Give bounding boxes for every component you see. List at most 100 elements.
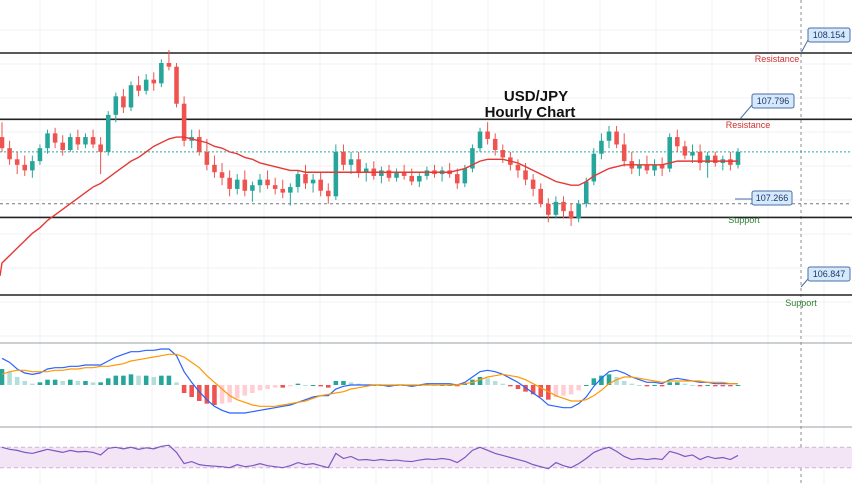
macd-histogram-bar — [204, 385, 210, 404]
macd-histogram-bar — [7, 371, 12, 385]
macd-histogram-bar — [159, 375, 164, 385]
callout-leader — [800, 39, 809, 54]
candle-body — [310, 179, 316, 184]
macd-histogram-bar — [75, 381, 81, 385]
candle-body — [174, 66, 179, 104]
macd-histogram-bar — [682, 383, 688, 385]
candle-body — [250, 185, 255, 191]
candle-body — [22, 164, 28, 171]
macd-histogram-bar — [128, 374, 134, 385]
candle-body — [553, 201, 559, 215]
rsi-band-fill — [0, 447, 852, 468]
candle-body — [401, 172, 407, 176]
candle-body — [386, 170, 392, 178]
macd-histogram-bar — [14, 377, 20, 385]
macd-histogram-bar — [22, 381, 28, 385]
candle-body — [75, 137, 81, 145]
macd-histogram-bar — [318, 385, 323, 387]
macd-histogram-bar — [477, 377, 483, 385]
levels — [0, 52, 852, 296]
macd-histogram-bar — [568, 385, 574, 395]
macd-histogram-bar — [553, 385, 559, 397]
candle-body — [667, 137, 672, 169]
macd-histogram-bar — [348, 382, 354, 385]
macd-histogram-bar — [667, 382, 672, 385]
candle-body — [90, 137, 96, 145]
macd-histogram-bar — [530, 385, 536, 395]
candle-body — [644, 164, 650, 171]
candle-body — [697, 151, 703, 163]
macd-histogram-bar — [515, 385, 521, 389]
macd-histogram-bar — [234, 385, 240, 399]
candle-body — [394, 172, 399, 178]
macd-histogram-bar — [136, 375, 141, 385]
price-callout-label: 106.847 — [813, 269, 846, 279]
macd-histogram-bar — [409, 385, 415, 387]
macd-histogram-bar — [728, 385, 733, 387]
support-label: Support — [728, 215, 760, 225]
candle-body — [682, 146, 688, 156]
macd-histogram-bar — [614, 377, 619, 385]
macd-histogram-bar — [121, 375, 126, 385]
candle-body — [219, 172, 225, 178]
candle-body — [712, 155, 718, 163]
candle-body — [303, 174, 308, 184]
resistance-label: Resistance — [755, 54, 800, 64]
candle-body — [485, 131, 490, 139]
macd-histogram-bar — [272, 385, 278, 388]
candle-body — [500, 150, 506, 158]
price-callout-box — [807, 27, 851, 43]
macd-histogram-bar — [462, 383, 468, 385]
rsi-band — [0, 446, 852, 469]
rsi-line — [1, 444, 739, 470]
macd-histogram-bar — [637, 385, 642, 386]
macd-histogram-bar — [735, 385, 741, 386]
ma-line — [0, 136, 738, 277]
macd-histogram-bar — [151, 377, 157, 385]
candle-body — [690, 151, 695, 156]
candle-body — [0, 137, 5, 149]
signal-line — [1, 353, 738, 407]
price-callout-box — [807, 266, 851, 282]
candle-body — [37, 148, 43, 162]
macd-histogram-bar — [712, 385, 718, 387]
candle-body — [348, 159, 354, 165]
macd-histogram-bar — [591, 378, 597, 385]
candle-body — [128, 85, 134, 108]
macd-histogram-bar — [212, 385, 217, 405]
candle-body — [523, 170, 528, 180]
macd-histogram-bar — [356, 383, 361, 385]
macd-histogram-bar — [295, 383, 301, 385]
macd-histogram-bar — [52, 379, 58, 385]
candle-body — [599, 140, 604, 154]
support-label: Support — [785, 298, 817, 308]
candle-body — [583, 181, 589, 204]
price-callout-label: 107.796 — [757, 96, 790, 106]
price-callout-label: 108.154 — [813, 30, 846, 40]
macd-histogram-bar — [45, 379, 50, 385]
macd-histogram-bar — [659, 385, 665, 387]
candle-body — [52, 133, 58, 143]
price-callout-box — [751, 93, 795, 109]
candle-body — [242, 179, 248, 191]
candle-body — [113, 96, 119, 115]
candle-body — [7, 148, 12, 160]
candle-body — [659, 164, 665, 169]
macd-histogram-bar — [105, 378, 111, 385]
candle-body — [417, 175, 422, 182]
candle-body — [561, 201, 566, 212]
macd-histogram-bar — [98, 382, 103, 385]
macd-histogram-bar — [113, 375, 119, 385]
macd-panel — [0, 348, 741, 414]
chart-title-line2: Hourly Chart — [485, 104, 576, 121]
macd-histogram-bar — [599, 375, 604, 385]
candle-body — [462, 168, 468, 184]
macd-histogram-bar — [181, 385, 187, 393]
candle-body — [454, 174, 460, 184]
candle-body — [606, 131, 612, 141]
candle-body — [492, 138, 498, 151]
candle-body — [341, 151, 346, 165]
